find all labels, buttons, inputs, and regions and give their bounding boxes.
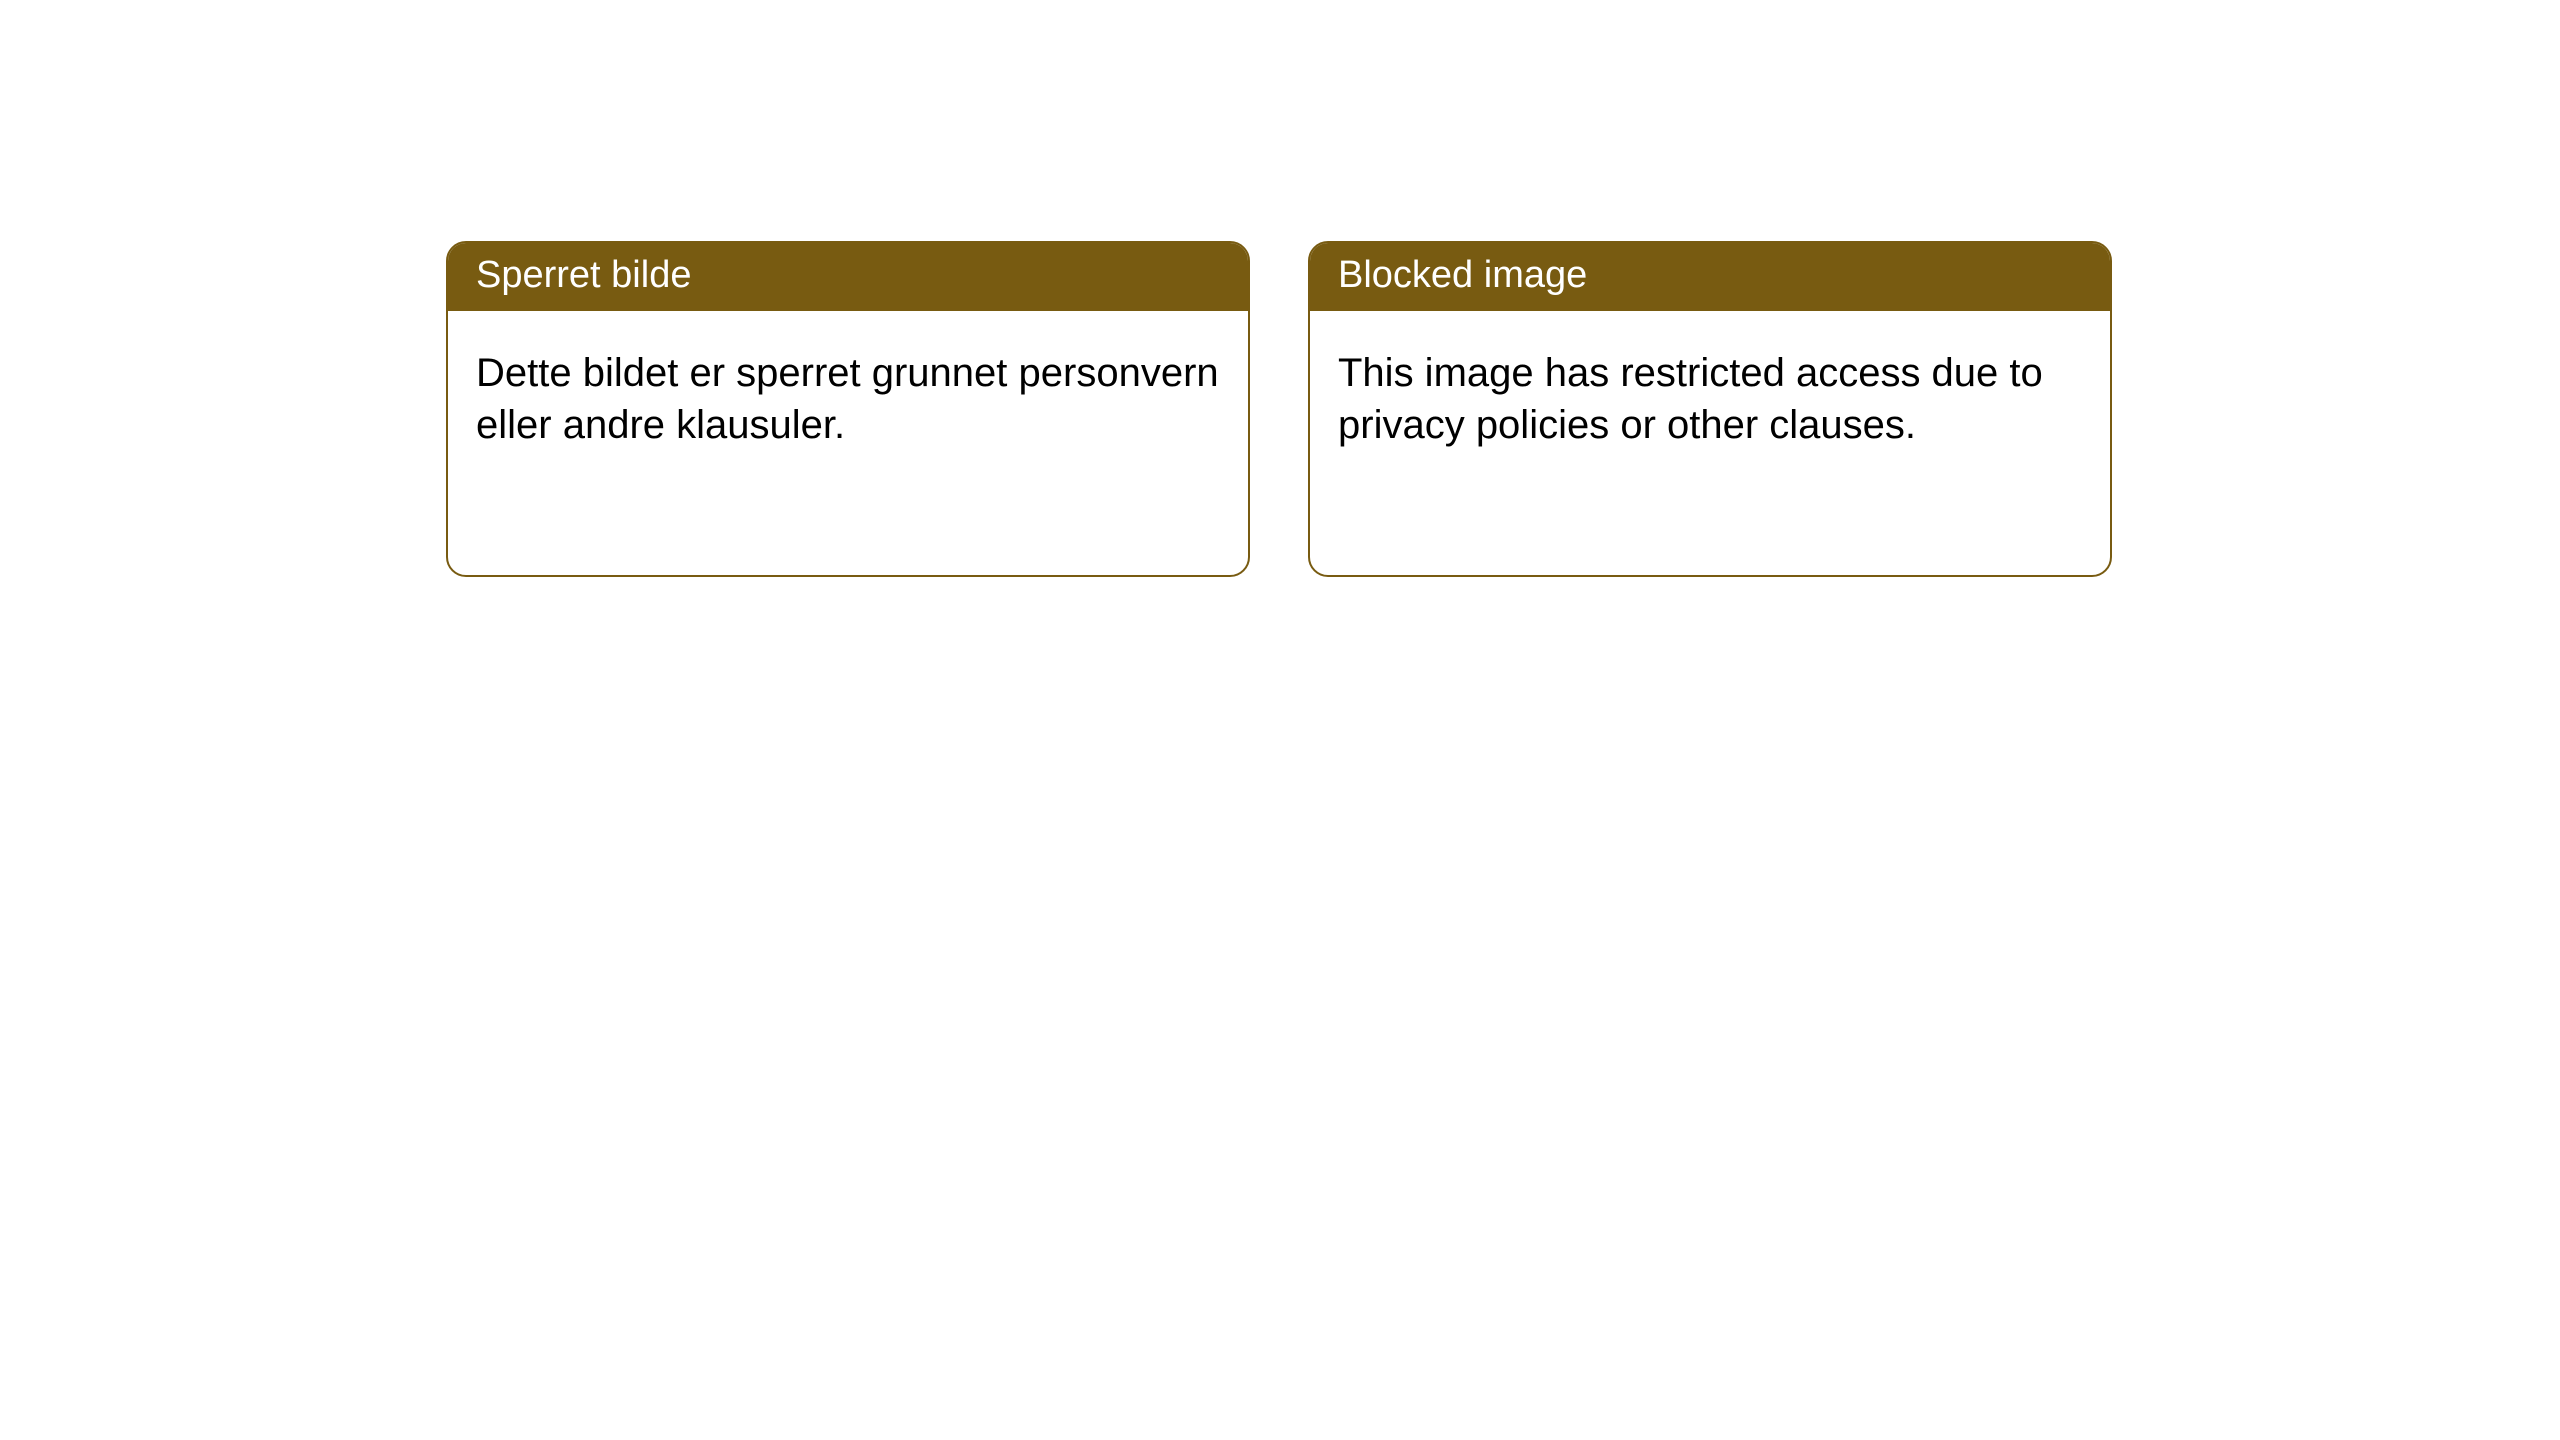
card-body: Dette bildet er sperret grunnet personve… — [448, 311, 1248, 489]
notice-container: Sperret bilde Dette bildet er sperret gr… — [0, 0, 2560, 577]
card-message: Dette bildet er sperret grunnet personve… — [476, 351, 1219, 448]
card-body: This image has restricted access due to … — [1310, 311, 2110, 489]
card-header: Blocked image — [1310, 243, 2110, 311]
blocked-image-card-no: Sperret bilde Dette bildet er sperret gr… — [446, 241, 1250, 577]
card-header: Sperret bilde — [448, 243, 1248, 311]
card-title: Blocked image — [1338, 254, 1587, 296]
card-title: Sperret bilde — [476, 254, 691, 296]
card-message: This image has restricted access due to … — [1338, 351, 2043, 448]
blocked-image-card-en: Blocked image This image has restricted … — [1308, 241, 2112, 577]
